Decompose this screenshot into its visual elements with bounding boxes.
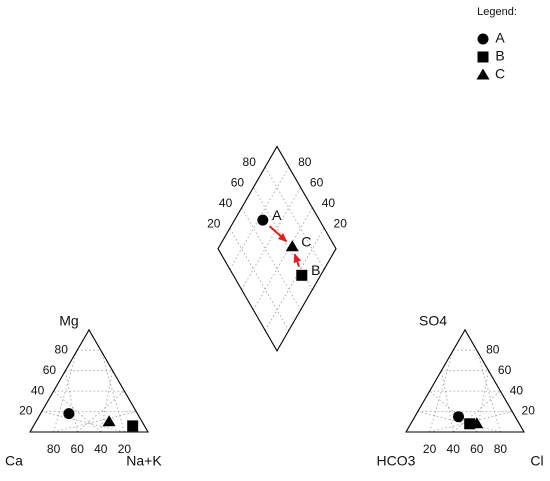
anion-bottom-tick: 60 xyxy=(470,442,484,456)
diamond-left-tick: 80 xyxy=(243,155,257,169)
legend-title: Legend: xyxy=(477,6,517,18)
diamond-gridline xyxy=(229,228,290,331)
cation-left-tick: 80 xyxy=(55,342,69,356)
cation-triangle-frame xyxy=(29,328,149,433)
anion-point-b xyxy=(464,418,476,430)
cation-bottom-tick: 80 xyxy=(47,442,61,456)
diamond-point-label-c: C xyxy=(301,233,311,249)
diamond-left-tick: 60 xyxy=(231,176,245,190)
anion-gridline xyxy=(452,390,501,433)
diamond-point-label-b: B xyxy=(311,262,320,278)
diamond-right-tick: 40 xyxy=(322,196,336,210)
anion-cl-label: Cl xyxy=(530,453,543,469)
legend-label-b: B xyxy=(495,48,504,64)
cation-nak-label: Na+K xyxy=(126,453,162,469)
anion-right-tick: 20 xyxy=(522,404,536,418)
cation-left-tick: 60 xyxy=(43,363,57,377)
cation-point-b xyxy=(127,420,139,432)
legend-marker-b xyxy=(477,51,489,63)
diamond-gridline xyxy=(241,207,301,311)
anion-right-tick: 60 xyxy=(498,363,512,377)
cation-gridline xyxy=(65,370,78,433)
cation-gridline xyxy=(76,390,125,433)
anion-bottom-tick: 20 xyxy=(423,442,437,456)
anion-so4-label: SO4 xyxy=(419,313,447,329)
anion-bottom-tick: 80 xyxy=(494,442,508,456)
cation-gridline xyxy=(53,390,102,433)
anion-point-c xyxy=(470,417,484,429)
diamond-left-tick: 20 xyxy=(207,216,221,230)
anion-right-tick: 40 xyxy=(510,383,524,397)
cation-gridline xyxy=(100,370,113,433)
diamond-gridline xyxy=(264,228,325,331)
anion-bottom-tick: 40 xyxy=(447,442,461,456)
cation-bottom-tick: 20 xyxy=(118,442,132,456)
diamond-right-tick: 60 xyxy=(310,176,324,190)
anion-right-tick: 80 xyxy=(486,342,500,356)
anion-gridline xyxy=(441,370,454,433)
cation-left-tick: 40 xyxy=(31,383,45,397)
anion-gridline xyxy=(476,370,489,433)
anion-hco3-label: HCO3 xyxy=(377,453,416,469)
anion-triangle-frame xyxy=(405,328,525,433)
diamond-point-b xyxy=(296,269,308,281)
diamond-point-c xyxy=(285,240,299,252)
cation-point-a xyxy=(63,408,75,420)
diamond-frame xyxy=(217,145,337,353)
legend-label-a: A xyxy=(495,30,505,46)
diamond-left-tick: 40 xyxy=(219,196,233,210)
anion-point-a xyxy=(453,411,464,423)
diamond-right-tick: 80 xyxy=(298,155,312,169)
cation-bottom-tick: 40 xyxy=(94,442,108,456)
diamond-right-tick: 20 xyxy=(334,216,348,230)
cation-ca-label: Ca xyxy=(5,453,23,469)
cation-left-tick: 20 xyxy=(19,404,33,418)
legend-marker-a xyxy=(477,33,489,45)
arrow-a-to-c xyxy=(268,225,288,243)
cation-point-c xyxy=(102,415,116,427)
legend-label-c: C xyxy=(495,66,505,82)
diamond-point-label-a: A xyxy=(272,207,282,223)
anion-gridline xyxy=(429,390,478,433)
diamond-gridline xyxy=(241,187,301,290)
cation-mg-label: Mg xyxy=(59,313,78,329)
arrow-b-to-c xyxy=(293,253,302,268)
legend-marker-c xyxy=(476,68,490,80)
cation-bottom-tick: 60 xyxy=(71,442,85,456)
diamond-point-a xyxy=(257,214,269,226)
